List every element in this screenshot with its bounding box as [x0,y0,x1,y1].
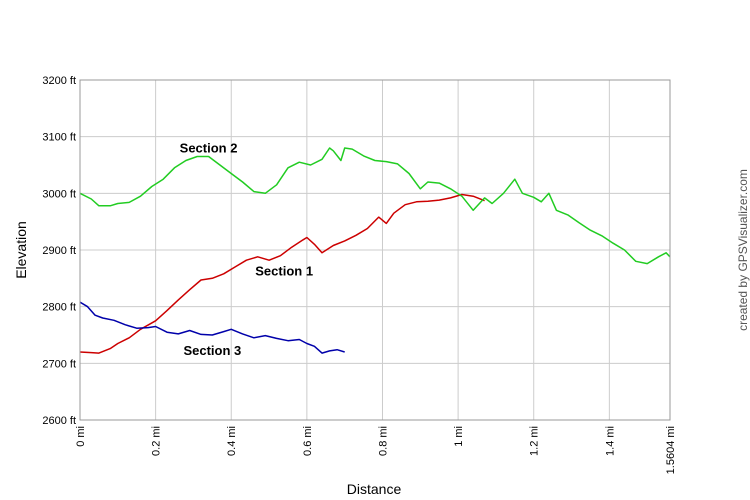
x-tick-label: 1.5604 mi [665,426,677,474]
x-tick-label: 0.8 mi [377,426,389,456]
x-axis-title: Distance [347,481,402,497]
x-tick-label: 0.4 mi [226,426,238,456]
y-tick-labels: 2600 ft 2700 ft 2800 ft 2900 ft 3000 ft 3100 … [42,75,76,427]
x-tick-label: 1.4 mi [604,426,616,456]
series-annotations: Section 2 Section 1 Section 3 [180,141,313,358]
section-1-line [79,193,485,354]
credit-text: created by GPSVisualizer.com [736,169,750,331]
x-tick-label: 0.6 mi [302,426,314,456]
series-layer [79,147,671,354]
y-tick-label: 2700 ft [42,358,76,370]
y-tick-label: 2600 ft [42,415,76,427]
x-tick-label: 1.2 mi [529,426,541,456]
series-annotation-label: Section 1 [255,264,313,279]
x-tick-label: 0.2 mi [151,426,163,456]
x-tick-label: 0 mi [75,426,87,447]
y-tick-label: 3100 ft [42,132,76,144]
section-3-line [79,301,345,354]
y-tick-label: 3000 ft [42,188,76,200]
plot-frame [79,79,671,421]
y-tick-label: 2900 ft [42,245,76,257]
y-axis-title: Elevation [13,221,29,279]
series-annotation-label: Section 2 [180,141,238,156]
y-tick-label: 3200 ft [42,75,76,87]
x-tick-labels: 0 mi 0.2 mi 0.4 mi 0.6 mi 0.8 mi 1 mi 1.2 mi 1.… [75,426,677,474]
y-tick-label: 2800 ft [42,302,76,314]
x-tick-label: 1 mi [453,426,465,447]
section-2-line [79,147,671,265]
series-annotation-label: Section 3 [183,343,241,358]
